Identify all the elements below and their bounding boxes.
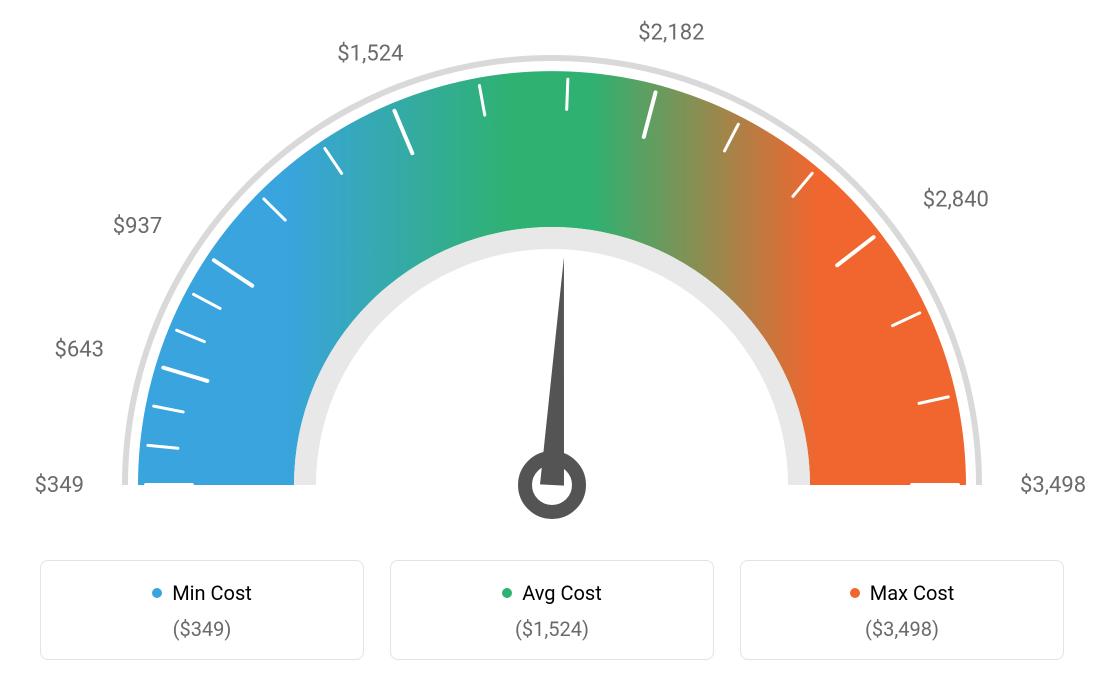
legend-avg: Avg Cost ($1,524) xyxy=(390,560,714,660)
svg-text:$2,182: $2,182 xyxy=(638,20,704,45)
legend-min-label: Min Cost xyxy=(172,581,252,605)
legend-min-value: ($349) xyxy=(51,617,353,641)
svg-text:$937: $937 xyxy=(113,214,162,239)
legend-max-value: ($3,498) xyxy=(751,617,1053,641)
legend-max-label: Max Cost xyxy=(870,581,955,605)
legend-avg-value: ($1,524) xyxy=(401,617,703,641)
dot-icon xyxy=(850,588,860,598)
legend-row: Min Cost ($349) Avg Cost ($1,524) Max Co… xyxy=(40,560,1064,660)
svg-text:$1,524: $1,524 xyxy=(337,42,403,67)
legend-min-title: Min Cost xyxy=(152,581,252,605)
svg-text:$3,498: $3,498 xyxy=(1020,473,1086,498)
svg-text:$349: $349 xyxy=(35,473,84,498)
dot-icon xyxy=(502,588,512,598)
svg-text:$643: $643 xyxy=(55,338,104,363)
legend-avg-title: Avg Cost xyxy=(502,581,602,605)
svg-text:$2,840: $2,840 xyxy=(923,187,989,212)
cost-gauge: $349 $643 $937 $1,524 $2,182 $2,840 $3,498 xyxy=(0,0,1104,560)
legend-max-title: Max Cost xyxy=(850,581,955,605)
legend-min: Min Cost ($349) xyxy=(40,560,364,660)
dot-icon xyxy=(152,588,162,598)
legend-max: Max Cost ($3,498) xyxy=(740,560,1064,660)
legend-avg-label: Avg Cost xyxy=(522,581,602,605)
gauge-svg: $349 $643 $937 $1,524 $2,182 $2,840 $3,498 xyxy=(0,0,1104,560)
